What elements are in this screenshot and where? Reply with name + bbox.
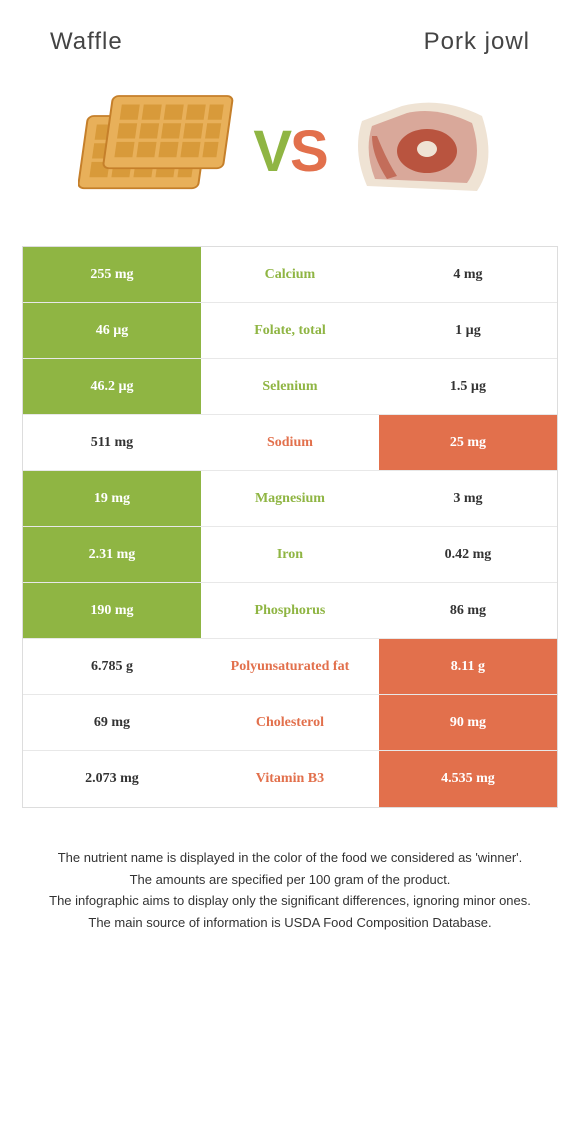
pork-jowl-image [337, 86, 507, 216]
footnote-line: The nutrient name is displayed in the co… [30, 848, 550, 868]
nutrient-label: Vitamin B3 [201, 751, 379, 807]
nutrient-label: Phosphorus [201, 583, 379, 638]
nutrient-label: Calcium [201, 247, 379, 302]
right-food-title: Pork jowl [424, 28, 530, 56]
table-row: 46 µgFolate, total1 µg [23, 303, 557, 359]
nutrient-label: Cholesterol [201, 695, 379, 750]
left-value: 46 µg [23, 303, 201, 358]
footnotes: The nutrient name is displayed in the co… [0, 808, 580, 954]
table-row: 69 mgCholesterol90 mg [23, 695, 557, 751]
table-row: 19 mgMagnesium3 mg [23, 471, 557, 527]
left-value: 190 mg [23, 583, 201, 638]
right-value: 86 mg [379, 583, 557, 638]
images-row: VS [0, 66, 580, 246]
table-row: 511 mgSodium25 mg [23, 415, 557, 471]
right-value: 0.42 mg [379, 527, 557, 582]
waffle-image [73, 86, 243, 216]
table-row: 6.785 gPolyunsaturated fat8.11 g [23, 639, 557, 695]
nutrient-label: Sodium [201, 415, 379, 470]
right-value: 8.11 g [379, 639, 557, 694]
left-value: 46.2 µg [23, 359, 201, 414]
table-row: 2.073 mgVitamin B34.535 mg [23, 751, 557, 807]
left-value: 255 mg [23, 247, 201, 302]
table-row: 46.2 µgSelenium1.5 µg [23, 359, 557, 415]
vs-v: V [253, 119, 290, 184]
right-value: 1 µg [379, 303, 557, 358]
footnote-line: The infographic aims to display only the… [30, 891, 550, 911]
left-value: 69 mg [23, 695, 201, 750]
left-value: 19 mg [23, 471, 201, 526]
vs-label: VS [253, 118, 326, 185]
table-row: 255 mgCalcium4 mg [23, 247, 557, 303]
left-food-title: Waffle [50, 28, 123, 56]
nutrient-label: Polyunsaturated fat [201, 639, 379, 694]
nutrient-label: Magnesium [201, 471, 379, 526]
right-value: 90 mg [379, 695, 557, 750]
right-value: 1.5 µg [379, 359, 557, 414]
header: Waffle Pork jowl [0, 0, 580, 66]
right-value: 4.535 mg [379, 751, 557, 807]
nutrient-label: Iron [201, 527, 379, 582]
nutrient-label: Folate, total [201, 303, 379, 358]
left-value: 2.073 mg [23, 751, 201, 807]
table-row: 190 mgPhosphorus86 mg [23, 583, 557, 639]
left-value: 6.785 g [23, 639, 201, 694]
left-value: 2.31 mg [23, 527, 201, 582]
left-value: 511 mg [23, 415, 201, 470]
footnote-line: The main source of information is USDA F… [30, 913, 550, 933]
nutrient-table: 255 mgCalcium4 mg46 µgFolate, total1 µg4… [22, 246, 558, 808]
footnote-line: The amounts are specified per 100 gram o… [30, 870, 550, 890]
nutrient-label: Selenium [201, 359, 379, 414]
vs-s: S [290, 119, 327, 184]
right-value: 4 mg [379, 247, 557, 302]
table-row: 2.31 mgIron0.42 mg [23, 527, 557, 583]
right-value: 3 mg [379, 471, 557, 526]
right-value: 25 mg [379, 415, 557, 470]
